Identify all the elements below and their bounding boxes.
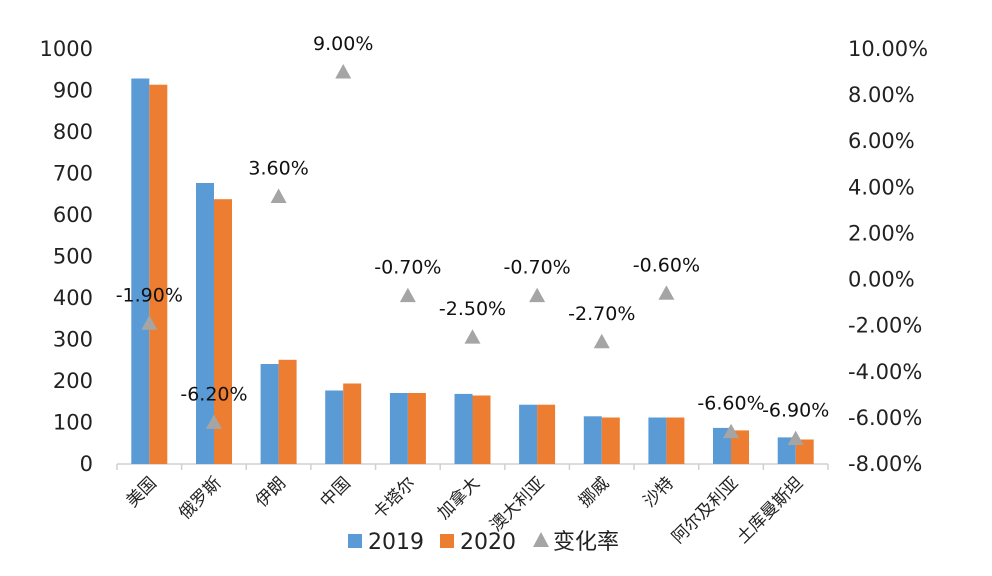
category-label: 沙特 bbox=[640, 473, 678, 511]
category-label: 挪威 bbox=[575, 473, 613, 511]
change-rate-label: 3.60% bbox=[248, 158, 308, 180]
bar-2019-中国 bbox=[325, 390, 344, 464]
category-label: 加拿大 bbox=[433, 473, 484, 524]
bar-2020-美国 bbox=[149, 84, 168, 464]
change-rate-label: -6.90% bbox=[762, 400, 829, 422]
right-axis-tick-label: -6.00% bbox=[848, 406, 922, 430]
bar-2020-阿尔及利亚 bbox=[731, 430, 749, 464]
category-label: 澳大利亚 bbox=[486, 473, 548, 535]
change-rate-marker bbox=[141, 315, 158, 330]
category-label: 阿尔及利亚 bbox=[668, 473, 742, 547]
category-label: 土库曼斯坦 bbox=[733, 473, 807, 547]
left-axis-tick-label: 900 bbox=[53, 79, 93, 103]
bar-2019-澳大利亚 bbox=[519, 404, 538, 464]
legend-label: 2019 bbox=[368, 530, 424, 555]
category-label: 卡塔尔 bbox=[369, 473, 419, 523]
bar-2020-沙特 bbox=[666, 417, 685, 464]
bar-2019-俄罗斯 bbox=[196, 183, 214, 464]
change-rate-marker bbox=[723, 423, 740, 439]
change-rate-label: -2.50% bbox=[439, 298, 506, 320]
change-rate-label: -0.70% bbox=[374, 257, 441, 279]
change-rate-marker bbox=[399, 287, 416, 303]
bar-2019-卡塔尔 bbox=[389, 393, 408, 464]
legend-label: 变化率 bbox=[553, 530, 619, 555]
bar-2019-伊朗 bbox=[260, 364, 279, 464]
right-axis-tick-label: 10.00% bbox=[848, 37, 928, 61]
change-rate-label: -2.70% bbox=[568, 303, 635, 325]
bar-2020-中国 bbox=[343, 383, 362, 464]
bar-2020-挪威 bbox=[601, 417, 620, 464]
left-axis-tick-label: 600 bbox=[53, 203, 93, 227]
bar-2020-伊朗 bbox=[278, 359, 297, 464]
change-rate-marker bbox=[529, 287, 546, 303]
legend-swatch-2020 bbox=[440, 534, 454, 548]
right-axis-tick-label: 6.00% bbox=[848, 129, 915, 153]
left-axis-tick-label: 300 bbox=[53, 328, 93, 352]
category-label: 美国 bbox=[123, 473, 161, 511]
category-label: 中国 bbox=[317, 473, 355, 511]
change-rate-label: -0.60% bbox=[633, 254, 700, 276]
change-rate-marker bbox=[270, 188, 287, 203]
change-rate-label: -0.70% bbox=[504, 257, 571, 279]
change-rate-marker bbox=[464, 329, 481, 344]
change-rate-marker bbox=[787, 430, 804, 446]
right-axis-tick-label: -8.00% bbox=[848, 452, 922, 476]
left-axis-tick-label: 1000 bbox=[40, 37, 93, 61]
left-axis-tick-label: 400 bbox=[53, 286, 93, 310]
category-label: 俄罗斯 bbox=[175, 473, 225, 523]
left-axis-tick-label: 200 bbox=[53, 369, 93, 393]
bar-2020-土库曼斯坦 bbox=[795, 439, 814, 464]
change-rate-marker bbox=[335, 64, 352, 79]
bar-2020-加拿大 bbox=[472, 395, 491, 464]
change-rate-label: -1.90% bbox=[116, 284, 183, 306]
right-axis-tick-label: 8.00% bbox=[848, 83, 915, 107]
right-axis-tick-label: 2.00% bbox=[848, 221, 915, 245]
right-axis-tick-label: -4.00% bbox=[848, 360, 922, 384]
bar-2020-澳大利亚 bbox=[537, 404, 556, 464]
right-axis-tick-label: -2.00% bbox=[848, 314, 922, 338]
bar-2019-加拿大 bbox=[454, 393, 473, 464]
right-axis-tick-label: 0.00% bbox=[848, 268, 915, 292]
left-axis-tick-label: 700 bbox=[53, 162, 93, 186]
category-label: 伊朗 bbox=[252, 473, 290, 511]
bar-2019-沙特 bbox=[648, 417, 667, 464]
right-axis-tick-label: 4.00% bbox=[848, 175, 915, 199]
bar-2020-俄罗斯 bbox=[214, 199, 232, 464]
bar-2019-挪威 bbox=[583, 416, 602, 464]
change-rate-marker bbox=[205, 414, 222, 429]
left-axis-tick-label: 800 bbox=[53, 120, 93, 144]
bar-2019-美国 bbox=[131, 78, 150, 464]
left-axis-tick-label: 500 bbox=[53, 245, 93, 269]
change-rate-label: -6.20% bbox=[180, 384, 247, 406]
legend-swatch-2019 bbox=[348, 534, 362, 548]
left-axis-tick-label: 0 bbox=[80, 452, 93, 476]
bar-2020-卡塔尔 bbox=[407, 393, 426, 464]
change-rate-marker bbox=[593, 333, 610, 349]
change-rate-label: -6.60% bbox=[697, 393, 764, 415]
change-rate-marker bbox=[658, 285, 675, 300]
legend-swatch-变化率 bbox=[533, 532, 549, 547]
legend-label: 2020 bbox=[460, 530, 516, 555]
left-axis-tick-label: 100 bbox=[53, 411, 93, 435]
change-rate-label: 9.00% bbox=[313, 33, 373, 55]
